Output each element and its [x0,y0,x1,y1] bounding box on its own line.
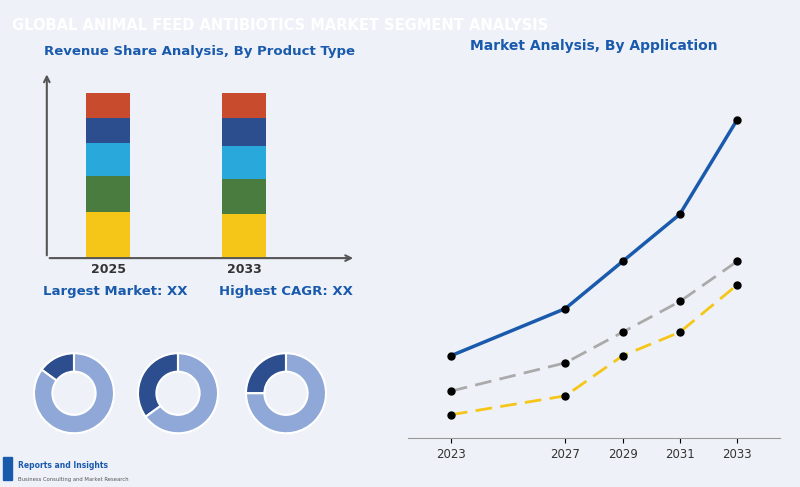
Wedge shape [34,353,114,433]
Bar [86,93,130,118]
Text: Largest Market: XX: Largest Market: XX [42,285,187,299]
Bar [222,93,266,118]
Wedge shape [138,353,178,417]
Bar [86,118,130,143]
Wedge shape [246,353,326,433]
Bar [3,457,12,480]
Wedge shape [42,353,74,380]
Text: GLOBAL ANIMAL FEED ANTIBIOTICS MARKET SEGMENT ANALYSIS: GLOBAL ANIMAL FEED ANTIBIOTICS MARKET SE… [12,18,548,33]
Wedge shape [146,353,218,433]
Title: Revenue Share Analysis, By Product Type: Revenue Share Analysis, By Product Type [45,45,355,58]
Bar [86,212,130,258]
Wedge shape [246,353,286,393]
Bar [222,179,266,213]
Bar [222,118,266,146]
Bar [222,146,266,179]
Bar [86,143,130,176]
Text: Business Consulting and Market Research: Business Consulting and Market Research [18,477,129,482]
Bar [222,213,266,258]
Text: Reports and Insights: Reports and Insights [18,461,108,469]
Text: Highest CAGR: XX: Highest CAGR: XX [218,285,353,299]
Bar [86,176,130,212]
Title: Market Analysis, By Application: Market Analysis, By Application [470,39,718,53]
